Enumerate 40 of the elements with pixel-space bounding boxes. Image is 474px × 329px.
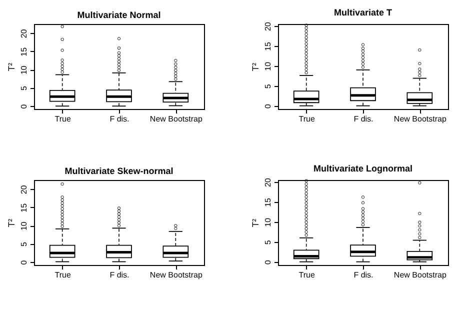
y-tick-label: 20: [20, 184, 28, 194]
y-tick-label: 5: [20, 86, 28, 91]
y-axis-title: T²: [6, 62, 16, 72]
y-tick-label: 20: [20, 28, 28, 38]
chart-title: Multivariate Lognormal: [313, 164, 413, 174]
y-tick-label: 15: [20, 202, 28, 212]
y-tick-label: 10: [20, 65, 28, 75]
y-tick-label: 10: [264, 217, 272, 227]
y-tick-label: 5: [20, 242, 28, 247]
y-tick-label: 5: [264, 240, 272, 245]
y-tick-label: 20: [264, 178, 272, 187]
y-tick-label: 10: [264, 61, 272, 71]
chart-title: Multivariate T: [334, 8, 393, 18]
x-tick-label: F dis.: [354, 270, 374, 280]
y-tick-label: 5: [264, 84, 272, 89]
x-tick-label: F dis.: [110, 114, 130, 124]
chart-title: Multivariate Normal: [77, 10, 161, 20]
y-axis-title: T²: [6, 218, 16, 228]
x-tick-label: True: [298, 114, 316, 124]
y-axis-title: T²: [250, 62, 260, 72]
y-tick-label: 0: [20, 104, 28, 109]
y-tick-label: 15: [264, 197, 272, 207]
x-tick-label: F dis.: [354, 114, 374, 124]
y-tick-label: 0: [264, 260, 272, 265]
y-tick-label: 0: [264, 104, 272, 109]
y-tick-label: 10: [20, 221, 28, 231]
x-tick-label: New Bootstrap: [394, 114, 447, 124]
chart-title: Multivariate Skew-normal: [64, 166, 174, 176]
x-tick-label: F dis.: [110, 270, 130, 280]
y-tick-label: 20: [264, 22, 272, 31]
x-tick-label: New Bootstrap: [150, 270, 203, 280]
y-axis-title: T²: [250, 218, 260, 228]
x-tick-label: True: [54, 114, 72, 124]
x-tick-label: New Bootstrap: [394, 270, 447, 280]
x-tick-label: New Bootstrap: [150, 114, 203, 124]
x-tick-label: True: [298, 270, 316, 280]
x-tick-label: True: [54, 270, 72, 280]
y-tick-label: 15: [20, 46, 28, 56]
y-tick-label: 0: [20, 260, 28, 265]
y-tick-label: 15: [264, 41, 272, 51]
